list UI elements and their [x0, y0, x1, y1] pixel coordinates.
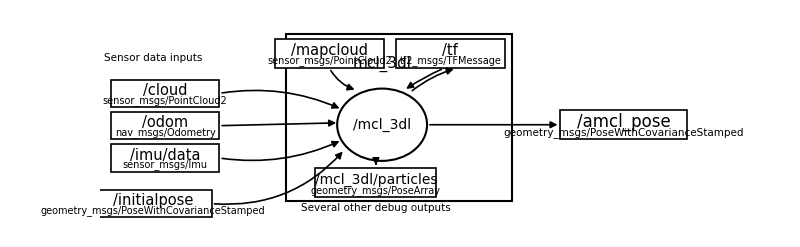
FancyBboxPatch shape	[275, 39, 384, 68]
Text: sensor_msgs/PointCloud2: sensor_msgs/PointCloud2	[102, 95, 227, 106]
FancyBboxPatch shape	[396, 39, 505, 68]
FancyBboxPatch shape	[94, 190, 211, 217]
Text: /mcl_3dl/particles: /mcl_3dl/particles	[314, 173, 437, 187]
Text: /imu/data: /imu/data	[130, 148, 200, 163]
Text: /amcl_pose: /amcl_pose	[577, 113, 670, 131]
Text: Sensor data inputs: Sensor data inputs	[103, 53, 202, 63]
FancyBboxPatch shape	[560, 110, 687, 140]
Text: sensor_msgs/Imu: sensor_msgs/Imu	[122, 160, 208, 170]
Text: /initialpose: /initialpose	[113, 193, 193, 208]
Text: mcl_3dl: mcl_3dl	[353, 56, 412, 72]
Text: /mapcloud: /mapcloud	[291, 43, 368, 58]
FancyBboxPatch shape	[286, 34, 512, 201]
Text: nav_msgs/Odometry: nav_msgs/Odometry	[114, 127, 215, 138]
FancyBboxPatch shape	[111, 144, 219, 172]
Text: /tf: /tf	[442, 43, 458, 58]
Text: Several other debug outputs: Several other debug outputs	[301, 203, 450, 213]
Ellipse shape	[337, 89, 427, 161]
Text: geometry_msgs/PoseArray: geometry_msgs/PoseArray	[311, 185, 441, 196]
Text: /odom: /odom	[142, 115, 188, 130]
FancyBboxPatch shape	[111, 112, 219, 140]
Text: /cloud: /cloud	[143, 83, 187, 98]
Text: geometry_msgs/PoseWithCovarianceStamped: geometry_msgs/PoseWithCovarianceStamped	[40, 205, 265, 216]
Text: /mcl_3dl: /mcl_3dl	[353, 118, 411, 132]
FancyBboxPatch shape	[315, 168, 436, 198]
Text: sensor_msgs/PointCloud2: sensor_msgs/PointCloud2	[267, 55, 392, 66]
Text: geometry_msgs/PoseWithCovarianceStamped: geometry_msgs/PoseWithCovarianceStamped	[504, 127, 744, 138]
Text: tf2_msgs/TFMessage: tf2_msgs/TFMessage	[399, 55, 502, 66]
FancyBboxPatch shape	[111, 80, 219, 107]
